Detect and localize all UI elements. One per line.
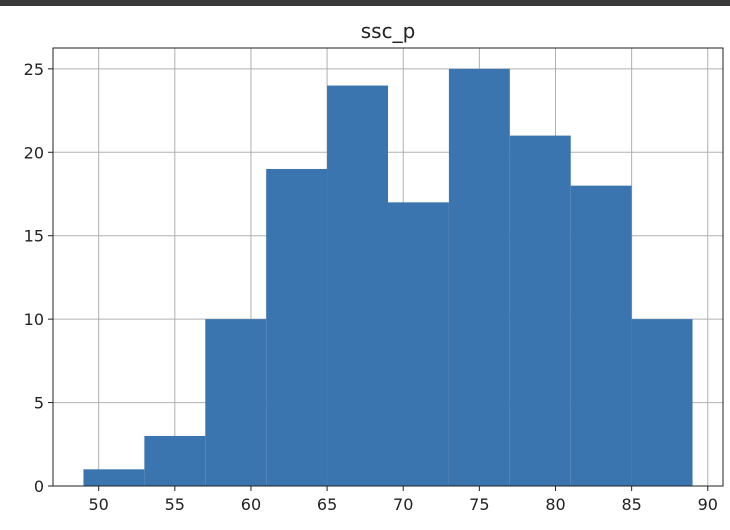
histogram-bar <box>205 319 267 486</box>
window-top-strip <box>0 0 730 6</box>
y-tick-label: 20 <box>24 143 44 162</box>
x-tick-label: 70 <box>393 495 413 514</box>
plot-frame <box>52 47 724 487</box>
histogram-bar <box>327 85 388 487</box>
y-axis-ticks: 0 5 10 15 20 25 <box>24 60 53 496</box>
histogram-bar <box>570 185 632 486</box>
histogram-bar <box>388 202 449 487</box>
histogram-bar <box>83 469 145 486</box>
histogram-bar <box>144 435 206 486</box>
histogram-bars <box>83 68 693 487</box>
x-tick-label: 50 <box>89 495 109 514</box>
x-tick-label: 90 <box>698 495 718 514</box>
y-tick-label: 0 <box>34 477 44 496</box>
x-axis-ticks: 50 55 60 65 70 75 80 85 90 <box>89 486 718 514</box>
histogram-bar <box>509 135 571 486</box>
y-tick-label: 5 <box>34 394 44 413</box>
x-tick-label: 75 <box>469 495 489 514</box>
y-tick-label: 15 <box>24 227 44 246</box>
histogram-bar <box>266 168 328 486</box>
histogram-bar <box>631 319 693 486</box>
x-tick-label: 60 <box>241 495 261 514</box>
x-tick-label: 65 <box>317 495 337 514</box>
x-tick-label: 85 <box>621 495 641 514</box>
y-tick-label: 25 <box>24 60 44 79</box>
x-tick-label: 80 <box>545 495 565 514</box>
y-tick-label: 10 <box>24 310 44 329</box>
histogram-bar <box>448 68 510 486</box>
x-tick-label: 55 <box>165 495 185 514</box>
chart-title: ssc_p <box>361 19 416 43</box>
